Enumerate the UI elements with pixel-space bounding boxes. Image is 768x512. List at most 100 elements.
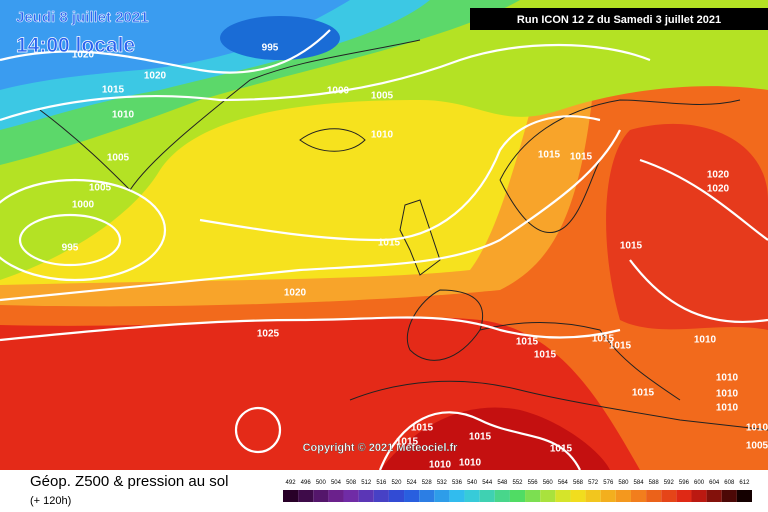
legend-swatch xyxy=(434,490,450,502)
legend-swatch xyxy=(509,490,526,502)
isobar-label: 1010 xyxy=(371,130,394,141)
isobar xyxy=(0,178,167,282)
legend-label: 556 xyxy=(528,480,539,486)
band-dark-red xyxy=(380,407,610,470)
band-dark-blue xyxy=(220,16,340,60)
legend-label: 600 xyxy=(694,480,705,486)
legend-swatch xyxy=(736,490,752,502)
band-red-east xyxy=(606,123,768,330)
legend-swatch xyxy=(298,490,314,502)
coast-europe xyxy=(406,289,681,401)
isobar xyxy=(199,115,601,242)
legend-swatch xyxy=(494,490,510,502)
legend-swatch xyxy=(343,490,359,502)
legend-swatch xyxy=(283,490,299,502)
legend-swatch xyxy=(525,490,541,502)
isobar-label: 1015 xyxy=(411,423,434,434)
isobar-label: 1025 xyxy=(257,329,280,340)
legend-label: 512 xyxy=(361,480,372,486)
legend-swatch xyxy=(646,490,662,502)
isobar-label: 1005 xyxy=(107,153,130,164)
legend-swatch xyxy=(358,490,374,502)
date: Jeudi 8 juillet 2021 xyxy=(16,9,149,26)
isobar-label: 995 xyxy=(62,243,79,254)
legend-label: 548 xyxy=(497,480,508,486)
legend-swatch xyxy=(691,490,707,502)
isobar-label: 1015 xyxy=(620,241,643,252)
legend-label: 504 xyxy=(331,480,342,486)
isobar-label: 1020 xyxy=(707,184,730,195)
isobar-label: 1020 xyxy=(284,288,307,299)
isobar-label: 995 xyxy=(262,43,279,54)
isobar xyxy=(0,43,651,122)
coast-greenland xyxy=(39,39,421,191)
isobar-label: 1010 xyxy=(716,389,739,400)
legend-swatch xyxy=(615,490,631,502)
legend-swatch xyxy=(388,490,405,502)
legend-swatch xyxy=(600,490,616,502)
isobar xyxy=(0,316,621,342)
isobar-label: 1010 xyxy=(429,460,452,471)
isobar-label: 1010 xyxy=(694,335,717,346)
legend-label: 536 xyxy=(452,480,463,486)
isobar xyxy=(0,29,331,74)
run-box xyxy=(470,8,768,30)
legend-label: 500 xyxy=(316,480,327,486)
isobar xyxy=(234,406,282,454)
legend-label: 496 xyxy=(301,480,312,486)
footer-title: Géop. Z500 & pression au sol xyxy=(30,473,228,490)
legend-label: 588 xyxy=(649,480,660,486)
isobar-label: 1020 xyxy=(72,50,95,61)
isobar-label: 1015 xyxy=(102,85,125,96)
isobar-label: 1010 xyxy=(112,110,135,121)
legend-label: 524 xyxy=(407,480,418,486)
legend-label: 528 xyxy=(422,480,433,486)
legend-label: 560 xyxy=(543,480,554,486)
legend-label: 580 xyxy=(618,480,629,486)
isobar-label: 1020 xyxy=(707,170,730,181)
isobar-label: 1015 xyxy=(469,432,492,443)
isobar-label: 1010 xyxy=(459,458,482,469)
isobar-label: 1015 xyxy=(516,337,539,348)
isobar-label: 1015 xyxy=(550,444,573,455)
isobar-label: 1015 xyxy=(378,238,401,249)
legend-swatch xyxy=(479,490,495,502)
isobar-label: 1000 xyxy=(72,200,95,211)
isobar-label: 1020 xyxy=(144,71,167,82)
legend-swatch xyxy=(661,490,677,502)
isobar-label: 1010 xyxy=(716,403,739,414)
legend-label: 508 xyxy=(346,480,357,486)
isobar-label: 1015 xyxy=(538,150,561,161)
legend-label: 552 xyxy=(512,480,523,486)
isobar-label: 1015 xyxy=(609,341,632,352)
legend-swatch xyxy=(540,490,556,502)
legend-swatch xyxy=(721,490,737,502)
isobar xyxy=(18,213,122,267)
legend-label: 592 xyxy=(664,480,675,486)
legend-label: 576 xyxy=(603,480,614,486)
legend-swatch xyxy=(328,490,344,502)
legend-label: 604 xyxy=(709,480,720,486)
legend-label: 544 xyxy=(482,480,493,486)
legend-label: 568 xyxy=(573,480,584,486)
legend-swatch xyxy=(676,490,692,502)
legend-label: 608 xyxy=(724,480,735,486)
isobar-label: 1015 xyxy=(396,437,419,448)
legend-label: 596 xyxy=(679,480,690,486)
legend-swatch xyxy=(404,490,420,502)
legend-label: 584 xyxy=(634,480,645,486)
legend-swatch xyxy=(585,490,601,502)
footer-lead: (+ 120h) xyxy=(30,495,71,507)
legend-swatch xyxy=(464,490,480,502)
isobar-label: 1010 xyxy=(746,423,768,434)
legend-label: 564 xyxy=(558,480,569,486)
legend-swatch xyxy=(706,490,722,502)
legend-swatch xyxy=(313,490,329,502)
isobar-label: 1015 xyxy=(570,152,593,163)
legend-label: 612 xyxy=(739,480,750,486)
run-label: Run ICON 12 Z du Samedi 3 juillet 2021 xyxy=(517,14,721,26)
coast-iceland xyxy=(299,128,366,152)
legend-swatch xyxy=(570,490,586,502)
